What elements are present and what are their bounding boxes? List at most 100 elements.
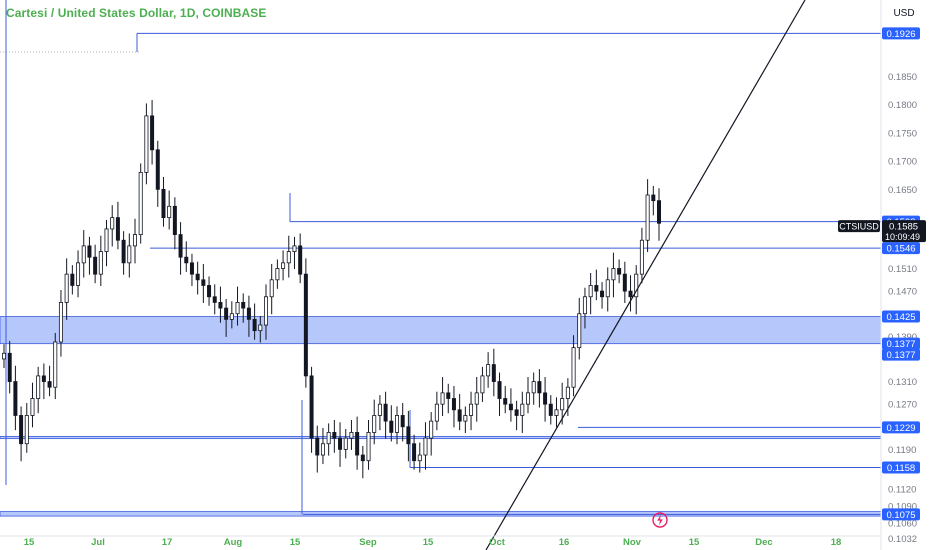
currency-button[interactable]: USD: [884, 2, 924, 24]
candle[interactable]: [463, 406, 468, 433]
candle[interactable]: [360, 445, 365, 479]
candle[interactable]: [252, 303, 257, 340]
candle[interactable]: [269, 263, 274, 315]
candle[interactable]: [36, 366, 41, 414]
horizontal-levels[interactable]: [5, 0, 881, 515]
candle[interactable]: [76, 250, 81, 298]
candle[interactable]: [19, 406, 24, 462]
trendline[interactable]: [485, 0, 806, 550]
candle[interactable]: [315, 425, 320, 473]
candle[interactable]: [292, 236, 297, 270]
price-label-tag[interactable]: 0.1926: [882, 27, 920, 40]
candle[interactable]: [241, 293, 246, 323]
candle[interactable]: [582, 287, 587, 329]
price-label-tag[interactable]: 0.1425: [882, 310, 920, 324]
candle[interactable]: [486, 352, 491, 388]
candle[interactable]: [263, 284, 268, 340]
candle[interactable]: [93, 244, 98, 284]
candle[interactable]: [298, 233, 303, 284]
candle[interactable]: [2, 344, 7, 368]
candle[interactable]: [167, 190, 172, 230]
candle[interactable]: [326, 423, 331, 456]
candle[interactable]: [503, 386, 508, 414]
candle[interactable]: [571, 335, 576, 397]
candle[interactable]: [172, 197, 177, 250]
candle[interactable]: [286, 235, 291, 278]
candle[interactable]: [127, 233, 132, 278]
candle[interactable]: [343, 429, 348, 459]
candle[interactable]: [446, 383, 451, 414]
candle[interactable]: [617, 259, 622, 284]
candle[interactable]: [155, 140, 160, 207]
candle[interactable]: [543, 377, 548, 422]
candle[interactable]: [81, 230, 86, 278]
candles[interactable]: [2, 100, 662, 479]
candle[interactable]: [600, 282, 605, 309]
candle[interactable]: [58, 289, 63, 357]
candle[interactable]: [594, 269, 599, 301]
candle[interactable]: [457, 393, 462, 431]
candle[interactable]: [508, 388, 513, 422]
candle[interactable]: [651, 185, 656, 216]
candle[interactable]: [229, 301, 234, 329]
candle[interactable]: [47, 365, 52, 397]
price-label-tag[interactable]: 0.1229: [882, 421, 920, 434]
candle[interactable]: [320, 427, 325, 465]
price-label-tag[interactable]: 0.1158: [882, 461, 920, 474]
candle[interactable]: [434, 391, 439, 431]
replay-icon[interactable]: [651, 511, 669, 529]
candle[interactable]: [554, 397, 559, 428]
candle[interactable]: [207, 276, 212, 306]
candle[interactable]: [412, 434, 417, 470]
candle[interactable]: [372, 399, 377, 445]
candle[interactable]: [87, 236, 92, 275]
candle[interactable]: [201, 263, 206, 303]
price-label-tag[interactable]: 0.1075: [882, 508, 920, 521]
candle[interactable]: [520, 391, 525, 433]
candle[interactable]: [338, 422, 343, 467]
candle[interactable]: [258, 315, 263, 343]
candle[interactable]: [7, 340, 12, 394]
candle[interactable]: [98, 235, 103, 287]
candle[interactable]: [212, 284, 217, 315]
candle[interactable]: [235, 286, 240, 326]
candle[interactable]: [70, 265, 75, 295]
candle[interactable]: [611, 252, 616, 298]
candle[interactable]: [577, 297, 582, 360]
candle[interactable]: [121, 231, 126, 275]
candle[interactable]: [639, 227, 644, 284]
candle[interactable]: [349, 419, 354, 450]
candle[interactable]: [309, 366, 314, 453]
candle[interactable]: [417, 442, 422, 473]
candle[interactable]: [429, 412, 434, 456]
price-label-tag[interactable]: 0.1377: [882, 337, 920, 351]
candle[interactable]: [161, 176, 166, 227]
candle[interactable]: [377, 395, 382, 431]
price-label-tag[interactable]: 0.1546: [882, 242, 920, 255]
candle[interactable]: [132, 218, 137, 264]
candle[interactable]: [480, 366, 485, 402]
candle[interactable]: [64, 258, 69, 320]
candle[interactable]: [531, 372, 536, 405]
candle[interactable]: [281, 250, 286, 281]
candle[interactable]: [469, 391, 474, 431]
candle[interactable]: [24, 403, 29, 453]
candle[interactable]: [622, 261, 627, 303]
candle[interactable]: [451, 386, 456, 428]
candle[interactable]: [440, 377, 445, 417]
candle[interactable]: [394, 406, 399, 445]
candle[interactable]: [110, 205, 115, 247]
candle[interactable]: [548, 395, 553, 425]
candle[interactable]: [224, 299, 229, 337]
price-label-tag[interactable]: 0.1377: [882, 348, 920, 362]
candle[interactable]: [30, 382, 35, 428]
candle[interactable]: [406, 410, 411, 462]
candle[interactable]: [218, 286, 223, 323]
candle[interactable]: [138, 163, 143, 244]
candle[interactable]: [423, 422, 428, 470]
candle[interactable]: [355, 416, 360, 470]
candle[interactable]: [115, 201, 120, 250]
candle[interactable]: [657, 188, 662, 241]
candle[interactable]: [634, 265, 639, 315]
